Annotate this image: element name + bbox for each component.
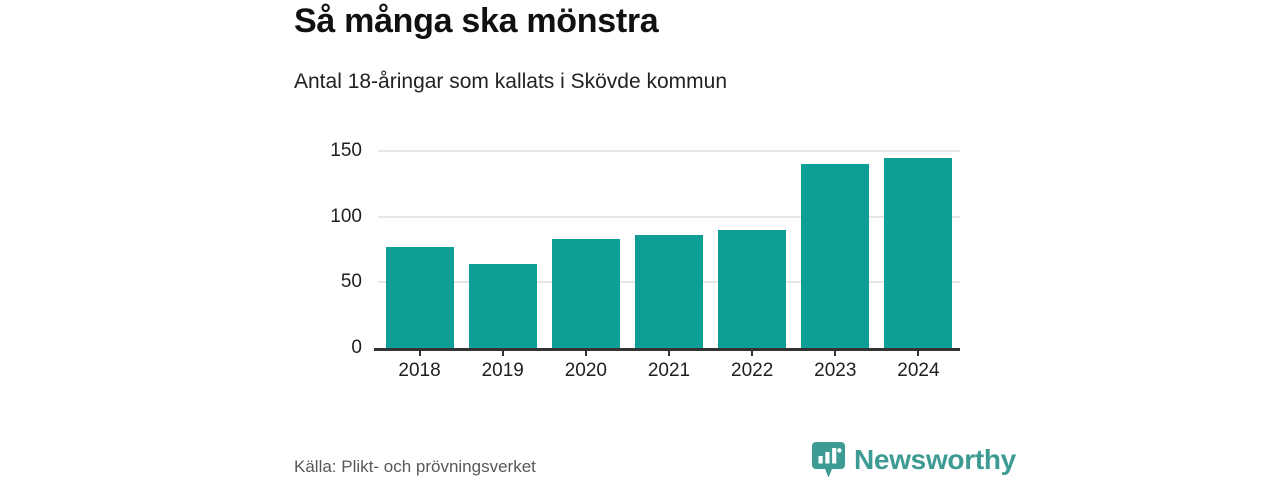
x-axis-labels: 2018 2019 2020 2021 2022 2023 2024 [378, 360, 960, 390]
x-axis-tick [501, 348, 504, 356]
y-axis-labels: 0 50 100 150 [300, 140, 362, 358]
bar [718, 229, 787, 348]
x-axis-ticks [378, 348, 960, 357]
y-axis-tick-label: 0 [351, 337, 362, 358]
gridline [378, 215, 960, 218]
bar [884, 157, 953, 348]
plot-area [374, 150, 960, 351]
x-axis-tick [751, 348, 754, 356]
bar-series [378, 151, 960, 348]
x-axis-line [374, 348, 960, 351]
x-axis-tick-label: 2019 [481, 360, 524, 381]
x-axis-tick-label: 2022 [731, 360, 774, 381]
bar [801, 164, 870, 348]
brand-name: Newsworthy [854, 444, 1016, 475]
x-axis-tick [418, 348, 421, 356]
page-title: Så många ska mönstra [294, 2, 659, 40]
x-axis-tick-label: 2020 [564, 360, 607, 381]
x-axis-tick [917, 348, 920, 356]
x-axis-tick [584, 348, 587, 356]
x-axis-tick-label: 2021 [647, 360, 691, 381]
source-note: Källa: Plikt- och prövningsverket [294, 457, 536, 476]
chart-subtitle: Antal 18-åringar som kallats i Skövde ko… [294, 70, 728, 93]
y-axis-tick-label: 150 [330, 140, 362, 161]
bar [385, 246, 454, 348]
x-axis-tick-label: 2024 [897, 360, 940, 381]
x-axis-tick-label: 2023 [814, 360, 857, 381]
brand-logo: Newsworthy [812, 442, 1016, 478]
x-axis-tick [668, 348, 670, 356]
bar [468, 263, 537, 348]
gridline [378, 150, 960, 152]
bar [551, 239, 620, 348]
bar [635, 235, 703, 348]
x-axis-tick [834, 348, 837, 356]
y-axis-tick-label: 100 [330, 205, 362, 227]
y-axis-tick-label: 50 [340, 271, 362, 293]
chart-bubble-icon [812, 442, 845, 478]
x-axis-tick-label: 2018 [398, 360, 441, 381]
